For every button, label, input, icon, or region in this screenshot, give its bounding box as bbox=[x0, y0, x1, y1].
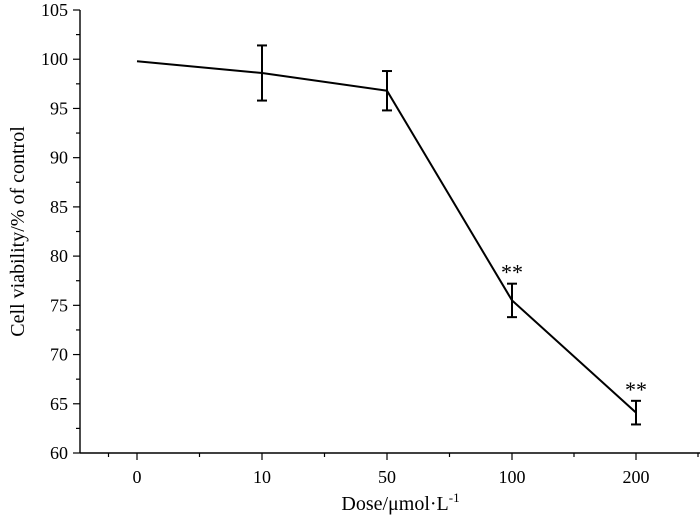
y-tick-label: 65 bbox=[50, 394, 68, 414]
x-axis-title-sup: -1 bbox=[449, 490, 460, 505]
x-tick-label: 0 bbox=[133, 467, 142, 487]
significance-label: ** bbox=[501, 260, 523, 285]
y-tick-label: 60 bbox=[50, 443, 68, 463]
series-layer: ** ** bbox=[136, 44, 647, 426]
y-tick-label: 95 bbox=[50, 98, 68, 118]
y-ticks: 60 65 70 75 80 85 90 95 100 105 bbox=[41, 0, 80, 463]
y-tick-label: 85 bbox=[50, 197, 68, 217]
y-tick-label: 80 bbox=[50, 246, 68, 266]
y-tick-label: 100 bbox=[41, 49, 68, 69]
y-axis-title: Cell viability/% of control bbox=[7, 126, 29, 337]
y-tick-label: 70 bbox=[50, 345, 68, 365]
y-tick-label: 90 bbox=[50, 148, 68, 168]
x-axis-title: Dose/μmol·L-1 bbox=[341, 490, 459, 515]
x-tick-label: 50 bbox=[378, 467, 396, 487]
x-tick-label: 200 bbox=[623, 467, 650, 487]
y-tick-label: 105 bbox=[41, 0, 68, 20]
x-tick-label: 100 bbox=[499, 467, 526, 487]
x-ticks: 0 10 50 100 200 bbox=[107, 453, 699, 487]
significance-label: ** bbox=[625, 377, 647, 402]
y-tick-label: 75 bbox=[50, 295, 68, 315]
x-tick-label: 10 bbox=[253, 467, 271, 487]
series-line bbox=[136, 60, 637, 414]
x-axis-title-main: Dose/μmol·L bbox=[341, 493, 448, 515]
